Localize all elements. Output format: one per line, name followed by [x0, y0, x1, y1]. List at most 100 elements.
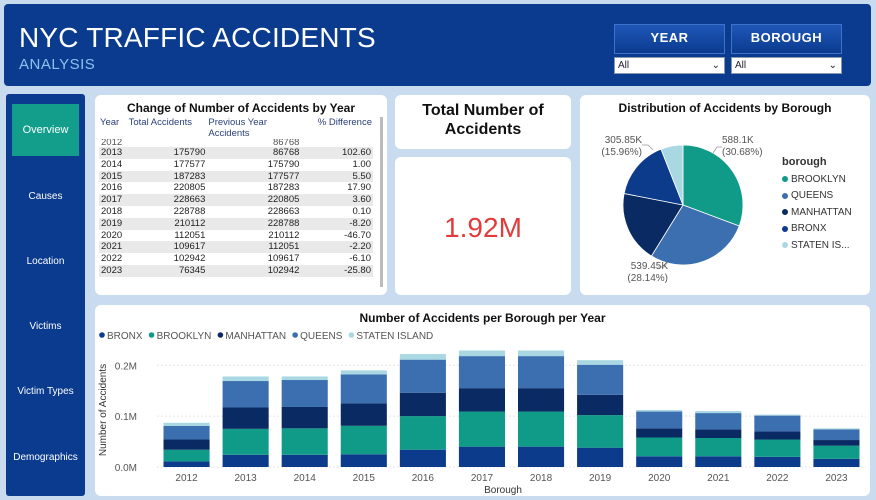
bar-segment-bronx[interactable] [281, 454, 328, 467]
bar-segment-staten-island[interactable] [636, 410, 683, 412]
bar-segment-queens[interactable] [222, 381, 269, 408]
bar-segment-bronx[interactable] [813, 458, 860, 467]
bar-segment-staten-island[interactable] [399, 354, 446, 360]
bar-segment-bronx[interactable] [222, 454, 269, 467]
bar-segment-manhattan[interactable] [163, 439, 210, 450]
table-cell: 228788 [207, 217, 302, 230]
bar-segment-brooklyn[interactable] [458, 411, 506, 447]
table-scroll-area[interactable]: Year Total Accidents Previous Year Accid… [99, 117, 373, 291]
bar-segment-queens[interactable] [695, 413, 742, 430]
table-scrollbar[interactable] [380, 117, 383, 287]
bar-segment-manhattan[interactable] [813, 440, 860, 446]
nav-causes-button[interactable]: Causes [28, 191, 63, 202]
bar-legend-label[interactable]: MANHATTAN [225, 331, 286, 342]
bar-segment-brooklyn[interactable] [636, 437, 683, 457]
bar-segment-manhattan[interactable] [340, 403, 387, 426]
year-dropdown[interactable]: All ⌄ [614, 57, 725, 74]
table-cell: 0.10 [352, 205, 372, 217]
table-cell: 175790 [267, 158, 300, 170]
table-row: 2021 109617 112051 -2.20 [99, 241, 373, 254]
pie-legend-item[interactable]: QUEENS [782, 188, 852, 205]
bar-legend-label[interactable]: STATEN ISLAND [356, 331, 433, 342]
pie-data-label: 305.85K [605, 135, 643, 146]
bar-segment-queens[interactable] [399, 359, 446, 393]
legend-label: MANHATTAN [791, 206, 852, 218]
bar-segment-manhattan[interactable] [695, 429, 742, 439]
bar-segment-bronx[interactable] [636, 456, 683, 467]
bar-segment-staten-island[interactable] [458, 350, 506, 357]
bar-segment-queens[interactable] [340, 374, 387, 404]
pie-legend-item[interactable]: BRONX [782, 221, 852, 238]
nav-victim-types-button[interactable]: Victim Types [17, 386, 74, 397]
bar-segment-bronx[interactable] [754, 456, 801, 467]
pie-slice-queens[interactable] [650, 204, 740, 266]
bar-segment-bronx[interactable] [458, 446, 506, 467]
bar-legend-label[interactable]: BRONX [107, 331, 143, 342]
bar-segment-staten-island[interactable] [222, 376, 269, 382]
bar-segment-manhattan[interactable] [636, 428, 683, 438]
col-header-total[interactable]: Total Accidents [128, 117, 192, 128]
bar-segment-staten-island[interactable] [517, 350, 565, 357]
bar-segment-queens[interactable] [577, 364, 624, 395]
pie-slice-staten[interactable] [660, 144, 684, 206]
bar-segment-bronx[interactable] [163, 461, 210, 467]
bar-segment-staten-island[interactable] [813, 428, 860, 430]
borough-dropdown[interactable]: All ⌄ [731, 57, 842, 74]
bar-segment-staten-island[interactable] [695, 411, 742, 414]
bar-segment-brooklyn[interactable] [577, 415, 624, 448]
bar-segment-queens[interactable] [281, 380, 328, 407]
bar-segment-bronx[interactable] [695, 456, 742, 467]
bar-segment-manhattan[interactable] [577, 394, 624, 416]
bar-segment-queens[interactable] [813, 429, 860, 441]
pie-leader-line [712, 146, 722, 154]
col-header-previous[interactable]: Previous Year Accidents [208, 117, 267, 139]
bar-segment-brooklyn[interactable] [281, 428, 328, 455]
col-header-difference[interactable]: % Difference [317, 117, 372, 128]
bar-legend-label[interactable]: BROOKLYN [157, 331, 212, 342]
bar-segment-queens[interactable] [754, 415, 801, 432]
col-header-year[interactable]: Year [100, 117, 120, 128]
pie-slice-manhattan[interactable] [622, 193, 684, 257]
nav-overview-button[interactable]: Overview [12, 104, 79, 156]
bar-segment-queens[interactable] [163, 425, 210, 440]
bar-segment-manhattan[interactable] [458, 388, 506, 412]
bar-segment-manhattan[interactable] [222, 407, 269, 429]
bar-segment-staten-island[interactable] [577, 360, 624, 365]
bar-segment-bronx[interactable] [577, 447, 624, 467]
bar-segment-staten-island[interactable] [163, 422, 210, 426]
bar-segment-brooklyn[interactable] [399, 416, 446, 450]
bar-segment-queens[interactable] [517, 356, 565, 389]
bar-segment-bronx[interactable] [340, 454, 387, 467]
pie-legend-item[interactable]: STATEN IS... [782, 237, 852, 254]
pie-data-label: (28.14%) [627, 273, 668, 284]
bar-segment-queens[interactable] [636, 411, 683, 429]
bar-segment-queens[interactable] [458, 356, 506, 389]
bar-segment-staten-island[interactable] [340, 370, 387, 375]
bar-segment-brooklyn[interactable] [340, 425, 387, 455]
x-tick-label: 2022 [766, 473, 789, 484]
bar-segment-brooklyn[interactable] [163, 449, 210, 462]
bar-legend-label[interactable]: QUEENS [300, 331, 343, 342]
pie-legend-item[interactable]: MANHATTAN [782, 204, 852, 221]
bar-segment-staten-island[interactable] [754, 414, 801, 416]
bar-segment-brooklyn[interactable] [813, 445, 860, 459]
bar-segment-brooklyn[interactable] [517, 411, 565, 447]
table-cell: 2012 [101, 139, 123, 147]
pie-slice-bronx[interactable] [623, 148, 684, 206]
pie-legend-item[interactable]: BROOKLYN [782, 171, 852, 188]
bar-segment-manhattan[interactable] [399, 392, 446, 417]
bar-segment-staten-island[interactable] [281, 376, 328, 381]
bar-segment-manhattan[interactable] [754, 431, 801, 440]
bar-segment-manhattan[interactable] [517, 388, 565, 412]
bar-segment-brooklyn[interactable] [222, 428, 269, 455]
bar-segment-brooklyn[interactable] [695, 438, 742, 457]
pie-slice-brooklyn[interactable] [682, 144, 744, 227]
bar-segment-bronx[interactable] [399, 449, 446, 467]
bar-segment-manhattan[interactable] [281, 406, 328, 429]
nav-location-button[interactable]: Location [26, 256, 65, 267]
bar-segment-brooklyn[interactable] [754, 439, 801, 457]
nav-victims-button[interactable]: Victims [29, 321, 62, 332]
nav-demographics-button[interactable]: Demographics [13, 452, 78, 463]
bar-segment-bronx[interactable] [517, 446, 565, 467]
table-cell: 228663 [267, 205, 300, 217]
